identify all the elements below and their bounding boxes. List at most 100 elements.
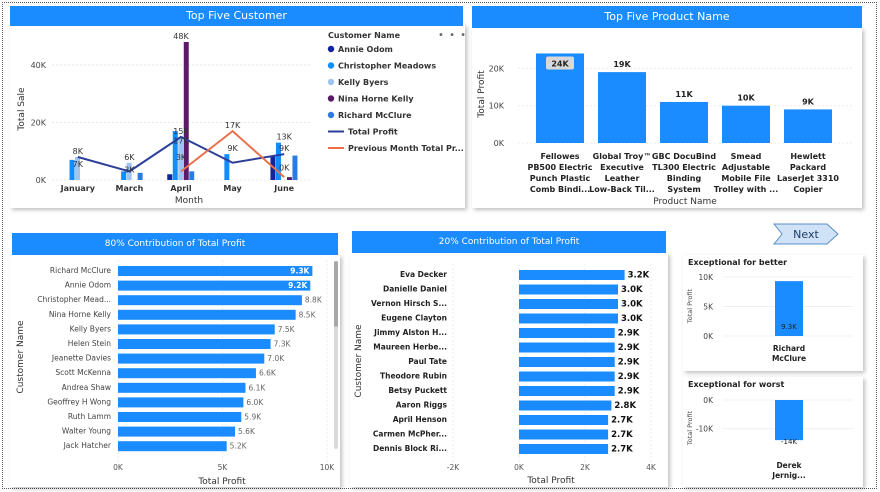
x-tick-label: June bbox=[273, 184, 294, 193]
product-bar bbox=[784, 109, 832, 143]
bar-christopher-meadows bbox=[172, 131, 178, 180]
x-tick-label: May bbox=[223, 184, 242, 193]
data-label: 9K bbox=[279, 144, 290, 153]
data-label: 7.5K bbox=[278, 325, 296, 334]
y-axis-title: Total Profit bbox=[477, 70, 487, 119]
contribution-80-chart[interactable]: 0K 5K 10K Richard McClure 9.3K Annie Odom 9.2K… bbox=[10, 255, 340, 487]
data-label: 5.9K bbox=[244, 413, 262, 422]
product-bar bbox=[722, 105, 770, 143]
y-tick-label: 0K bbox=[36, 176, 47, 185]
data-label: 2.7K bbox=[611, 445, 633, 455]
y-tick-label: Walter Young bbox=[62, 427, 111, 436]
legend-label: Richard McClure bbox=[338, 111, 412, 120]
y-tick-label: Nina Horne Kelly bbox=[49, 310, 112, 319]
contribution-bar bbox=[519, 342, 615, 353]
contribution-20-title: 20% Contribution of Total Profit bbox=[352, 231, 666, 253]
y-tick-label: April Henson bbox=[393, 415, 447, 424]
data-label: 3.2K bbox=[628, 271, 650, 281]
y-tick-label: Carmen McPher... bbox=[373, 430, 447, 439]
data-label: 9.3K bbox=[290, 267, 310, 276]
x-tick-label: -2K bbox=[447, 463, 460, 472]
bar-richard-mcclure bbox=[189, 171, 195, 180]
contribution-bar bbox=[118, 412, 242, 422]
exceptional-worst-title: Exceptional for worst bbox=[688, 380, 785, 389]
y-axis-title: Customer Name bbox=[16, 320, 26, 394]
bar-christopher-meadows bbox=[224, 154, 230, 180]
data-label: 8.8K bbox=[305, 296, 323, 305]
x-tick-label: Leather bbox=[605, 174, 640, 183]
legend-marker bbox=[327, 45, 335, 53]
x-tick-label: April bbox=[170, 184, 192, 193]
contribution-bar bbox=[519, 299, 618, 309]
contribution-bar bbox=[519, 270, 625, 280]
data-label: 9.3K bbox=[781, 323, 797, 331]
legend-label: Christopher Meadows bbox=[338, 62, 436, 71]
y-tick-label: Paul Tate bbox=[408, 357, 447, 366]
legend-title: Customer Name bbox=[328, 31, 401, 40]
bar-annie-odom bbox=[167, 174, 173, 180]
data-label: 8K bbox=[73, 147, 84, 156]
x-tick-label: Fellowes bbox=[540, 152, 579, 161]
contribution-bar bbox=[519, 386, 615, 396]
y-tick-label: Eugene Clayton bbox=[381, 314, 447, 323]
data-label: 5.2K bbox=[230, 442, 248, 451]
data-label-highlight bbox=[546, 56, 574, 70]
x-tick-label: January bbox=[60, 184, 96, 193]
y-tick-label: Theodore Rubin bbox=[380, 372, 447, 381]
data-label: 9K bbox=[227, 144, 238, 153]
top-product-title: Top Five Product Name bbox=[472, 6, 862, 28]
x-tick-label: Low-Back Til... bbox=[589, 185, 655, 194]
x-tick-label: Smead bbox=[731, 152, 762, 161]
y-tick-label: 0K bbox=[703, 332, 714, 341]
y-axis-title: Total Profit bbox=[686, 288, 694, 324]
x-tick-label: Packard bbox=[790, 163, 826, 172]
top-customer-panel bbox=[10, 24, 465, 208]
y-tick-label: Maureen Herbe... bbox=[373, 343, 447, 352]
contribution-bar bbox=[118, 295, 302, 306]
y-tick-label: Jimmy Alston H... bbox=[373, 328, 447, 337]
contribution-bar bbox=[118, 397, 244, 408]
y-tick-label: Richard McClure bbox=[50, 266, 111, 275]
scrollbar-thumb bbox=[334, 261, 338, 327]
y-tick-label: 5K bbox=[703, 303, 714, 312]
x-tick-label: Jernig... bbox=[771, 471, 806, 480]
previous-month-line bbox=[180, 129, 285, 178]
y-tick-label: Jeanette Davies bbox=[51, 354, 111, 363]
y-axis-title: Customer Name bbox=[354, 324, 364, 398]
data-label: 9.2K bbox=[288, 281, 308, 290]
y-tick-label: 20K bbox=[31, 119, 47, 128]
next-button[interactable]: Next bbox=[773, 223, 839, 245]
exceptional-better-title: Exceptional for better bbox=[688, 258, 788, 267]
bar-christopher-meadows bbox=[69, 159, 75, 180]
x-tick-label: 2K bbox=[580, 463, 591, 472]
x-tick-label: Copier bbox=[793, 185, 822, 194]
y-tick-label: Vernon Hirsch S... bbox=[371, 299, 447, 308]
bar-richard-mcclure bbox=[292, 155, 298, 180]
x-tick-label: Global Troy™ bbox=[593, 152, 652, 161]
legend-marker bbox=[327, 78, 335, 86]
x-tick-label: Punch Plastic bbox=[530, 174, 591, 183]
data-label: 3.0K bbox=[621, 314, 643, 324]
data-label: 3.0K bbox=[621, 285, 643, 295]
contribution-bar bbox=[519, 400, 612, 411]
y-tick-label: Kelly Byers bbox=[70, 324, 111, 333]
y-tick-label: Annie Odom bbox=[65, 281, 111, 290]
top-customer-chart[interactable]: 0K 20K 40K Total Sale Month January March April… bbox=[10, 24, 465, 208]
data-label: 17K bbox=[225, 121, 241, 130]
data-label: 2.7K bbox=[611, 430, 633, 440]
data-label: 5.6K bbox=[238, 427, 256, 436]
contribution-bar bbox=[118, 280, 311, 291]
more-options-icon[interactable]: • • • bbox=[438, 30, 468, 41]
data-label: 9K bbox=[802, 97, 815, 106]
data-label: 2.9K bbox=[618, 372, 640, 382]
y-tick-label: Christopher Mead... bbox=[37, 295, 111, 304]
data-label: 6.0K bbox=[246, 398, 264, 407]
x-tick-label: 5K bbox=[218, 463, 229, 472]
contribution-20-chart[interactable]: -2K 0K 2K 4K Eva Decker 3.2K Danielle Daniel 3.… bbox=[350, 253, 668, 487]
x-tick-label: GBC DocuBind bbox=[652, 152, 716, 161]
y-tick-label: Danielle Daniel bbox=[383, 285, 447, 294]
